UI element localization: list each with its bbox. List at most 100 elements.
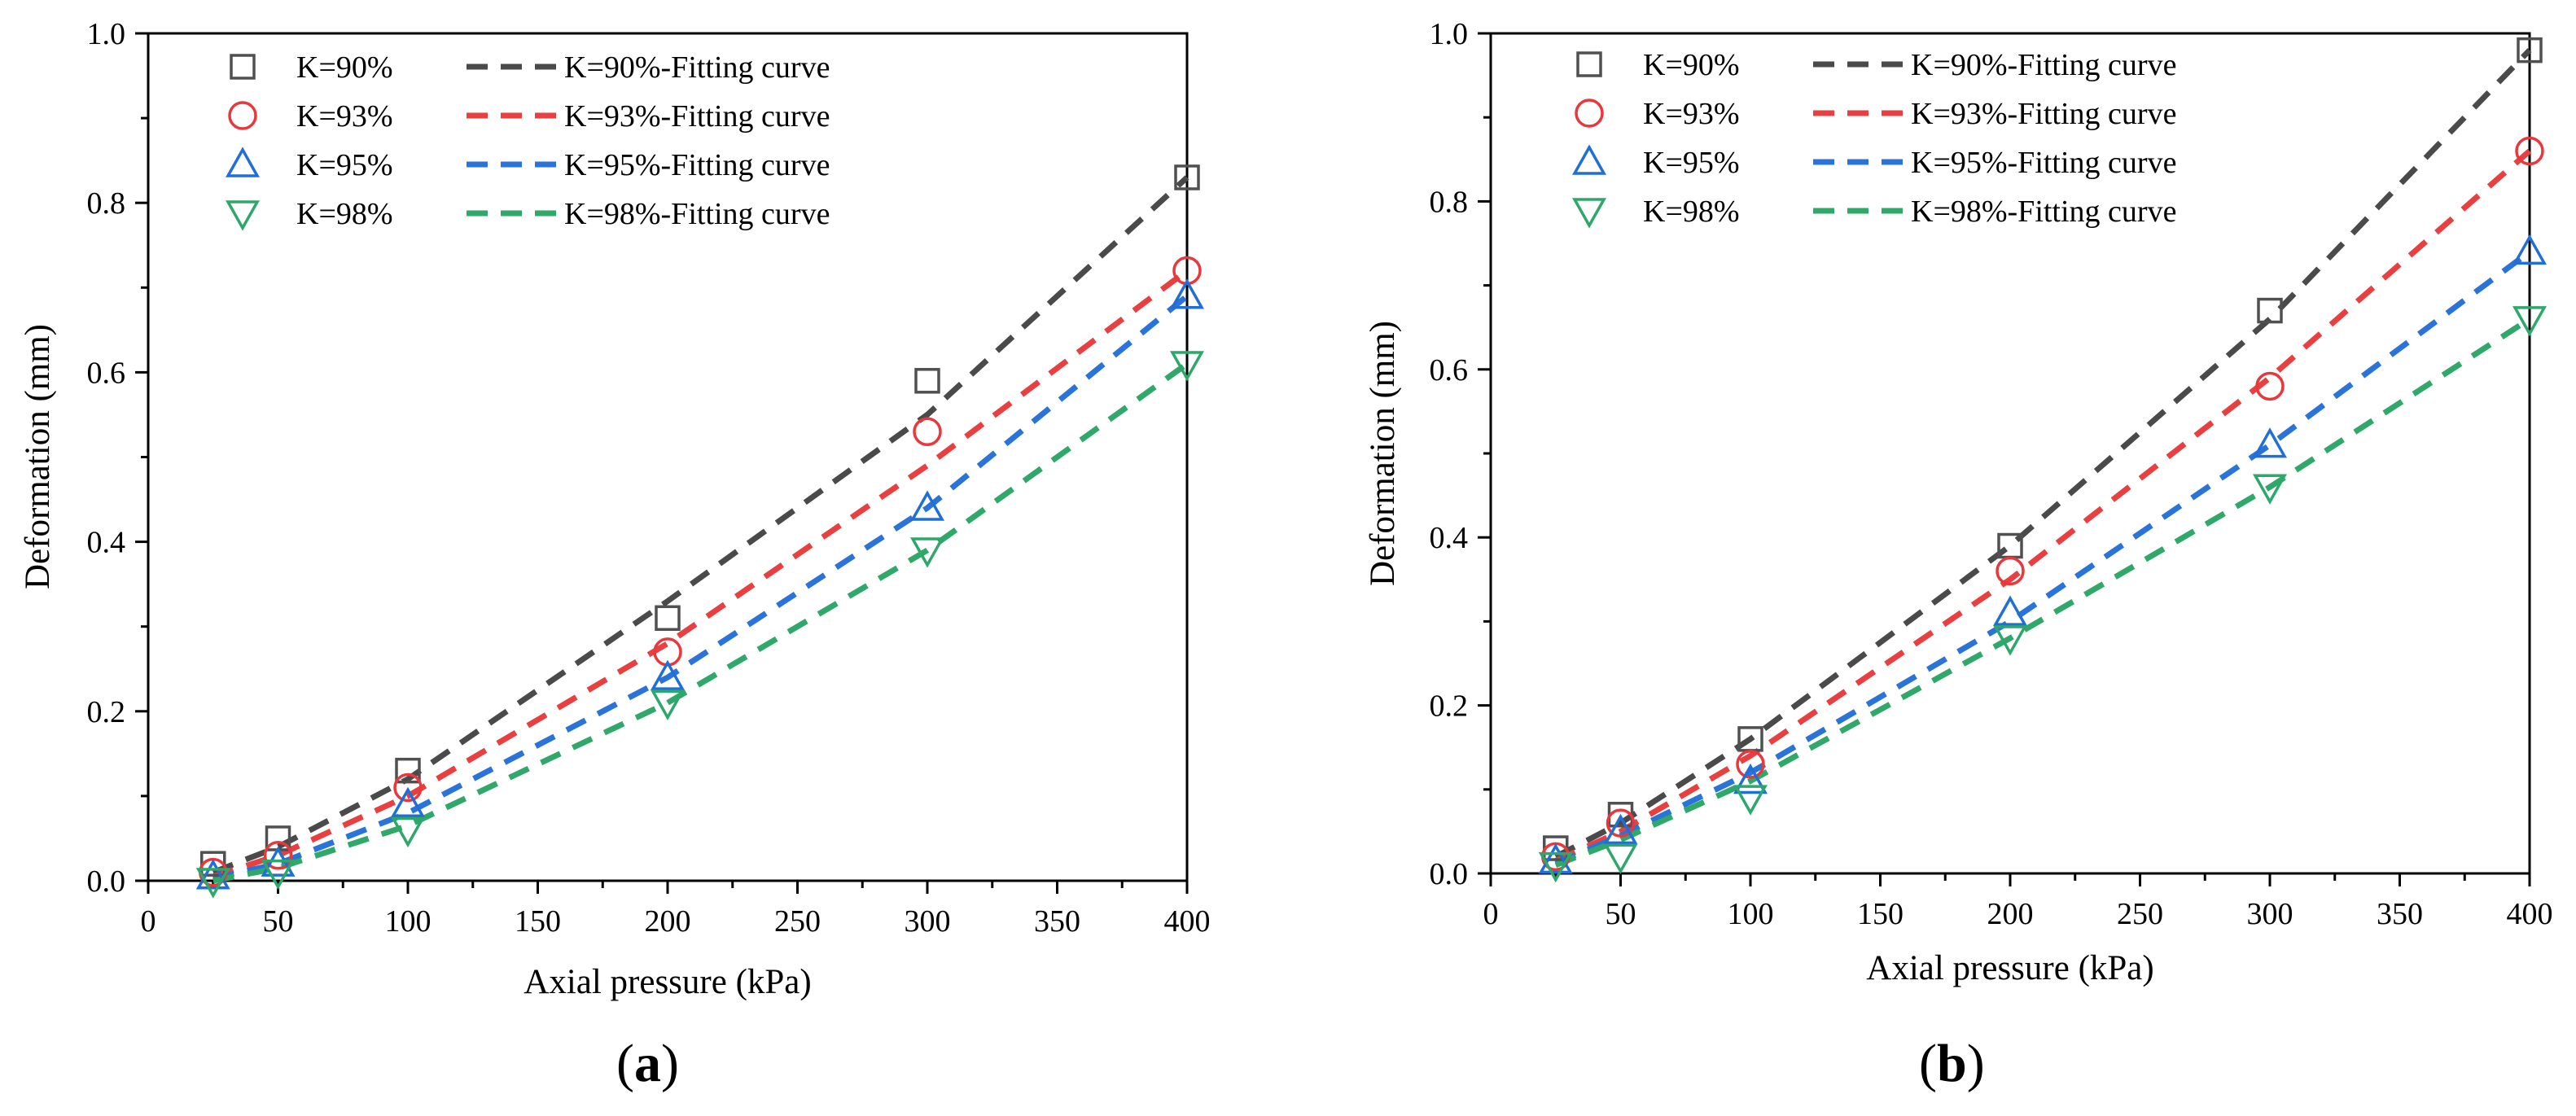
legend-fit-label: K=93%-Fitting curve <box>1911 97 2176 131</box>
data-point-triangle-down <box>261 859 296 891</box>
fitting-curve-K90 <box>212 175 1189 875</box>
x-tick-label: 250 <box>774 904 821 939</box>
x-axis-title: Axial pressure (kPa) <box>1866 949 2153 987</box>
x-tick-label: 300 <box>905 904 951 939</box>
data-point-circle <box>1996 556 2025 586</box>
legend-label: K=98% <box>296 197 393 231</box>
fitting-curve-K90 <box>1554 48 2532 860</box>
panel-label-b: (b) <box>1919 1034 1985 1093</box>
data-point-triangle-up <box>1733 763 1768 794</box>
x-tick-label: 400 <box>2507 897 2553 931</box>
x-tick-label: 100 <box>385 904 432 939</box>
legend-marker-triangle-up <box>1572 144 1606 175</box>
x-tick-label: 400 <box>1164 904 1211 939</box>
data-point-square <box>2257 297 2283 324</box>
data-point-circle <box>2255 371 2285 401</box>
y-axis-title: Deformation (mm) <box>1364 321 1402 586</box>
x-tick-label: 200 <box>645 904 691 939</box>
y-tick-label: 1.0 <box>1430 17 1469 51</box>
legend-fit-label: K=95%-Fitting curve <box>1911 146 2176 180</box>
y-tick-label: 0.0 <box>87 864 126 899</box>
y-tick-label: 0.2 <box>87 695 126 729</box>
data-point-triangle-down <box>391 816 425 848</box>
data-point-triangle-down <box>1733 785 1768 816</box>
data-point-circle <box>393 772 423 803</box>
x-tick-label: 350 <box>2377 897 2423 931</box>
data-point-circle <box>1606 808 1636 838</box>
y-tick-label: 1.0 <box>87 17 126 51</box>
data-point-triangle-down <box>910 537 944 568</box>
legend-label: K=98% <box>1643 195 1740 229</box>
data-point-triangle-up <box>1170 278 1204 309</box>
x-tick-label: 0 <box>1483 897 1499 931</box>
y-tick-label: 0.6 <box>87 356 126 390</box>
legend-fit-label: K=95%-Fitting curve <box>564 148 830 182</box>
x-tick-label: 0 <box>141 904 156 939</box>
x-tick-label: 50 <box>1606 897 1636 931</box>
data-point-square <box>2517 37 2543 63</box>
data-point-triangle-up <box>1993 595 2027 626</box>
data-point-square <box>655 605 681 632</box>
data-point-triangle-down <box>1993 625 2027 656</box>
legend-fit-label: K=90%-Fitting curve <box>564 50 830 85</box>
fitting-curve-K95 <box>1554 249 2532 866</box>
fitting-curve-K98 <box>1554 316 2531 868</box>
y-tick-label: 0.6 <box>1430 353 1469 387</box>
chart-panel-b: 0 50 100 150 200 250 300 350 400 0.0 0.2 0.4 0.6 0.8 1… <box>1364 17 2553 1093</box>
data-point-triangle-up <box>2512 234 2547 265</box>
data-point-triangle-down <box>1603 843 1638 874</box>
data-point-circle <box>1736 750 1765 779</box>
fitting-curve-K98 <box>212 361 1189 884</box>
data-point-triangle-up <box>910 490 944 521</box>
legend-fit-label: K=90%-Fitting curve <box>1911 48 2176 82</box>
legend-marker-circle <box>1575 98 1604 128</box>
x-tick-label: 50 <box>263 904 294 939</box>
x-tick-label: 150 <box>515 904 561 939</box>
legend-marker-triangle-down <box>1572 198 1606 229</box>
data-point-triangle-up <box>2253 427 2287 458</box>
legend-label: K=93% <box>1643 97 1740 131</box>
data-point-triangle-up <box>651 659 685 690</box>
legend-label: K=90% <box>296 50 393 85</box>
data-point-triangle-down <box>1170 351 1204 382</box>
legend-label: K=93% <box>296 99 393 133</box>
legend-marker-square <box>1576 51 1602 77</box>
data-point-triangle-down <box>2512 306 2547 337</box>
legend-label: K=95% <box>1643 146 1740 180</box>
x-tick-label: 200 <box>1987 897 2034 931</box>
y-tick-label: 0.8 <box>1430 185 1469 219</box>
fitting-curve-K95 <box>212 293 1189 882</box>
y-tick-label: 0.4 <box>1430 521 1469 555</box>
y-tick-label: 0.0 <box>1430 857 1469 891</box>
legend-label: K=90% <box>1643 48 1740 82</box>
legend-fit-label: K=93%-Fitting curve <box>564 99 830 133</box>
legend-marker-triangle-up <box>226 147 260 177</box>
fitting-curve-K93 <box>1554 148 2532 864</box>
x-axis-title: Axial pressure (kPa) <box>524 963 811 1001</box>
panel-label-a: (a) <box>616 1034 679 1093</box>
x-tick-label: 100 <box>1728 897 1774 931</box>
y-tick-label: 0.2 <box>1430 689 1469 724</box>
x-tick-label: 150 <box>1857 897 1904 931</box>
y-tick-label: 0.8 <box>87 186 126 221</box>
data-point-triangle-down <box>1538 851 1573 883</box>
data-point-triangle-down <box>651 689 685 720</box>
x-tick-label: 250 <box>2117 897 2163 931</box>
data-point-circle <box>913 417 942 447</box>
data-point-triangle-down <box>195 868 230 899</box>
legend-marker-circle <box>228 101 257 130</box>
data-point-triangle-up <box>391 786 425 818</box>
legend-marker-square <box>230 54 256 80</box>
data-point-triangle-down <box>2253 474 2287 505</box>
legend-label: K=95% <box>296 148 393 182</box>
data-point-triangle-up <box>1538 842 1573 874</box>
legend-fit-label: K=98%-Fitting curve <box>564 197 830 231</box>
data-point-circle <box>2515 136 2544 166</box>
legend-marker-triangle-down <box>226 200 260 231</box>
data-point-square <box>395 757 421 784</box>
fitting-curve-K93 <box>212 268 1189 880</box>
y-axis-title: Deformation (mm) <box>19 324 57 589</box>
y-tick-label: 0.4 <box>87 526 126 560</box>
x-tick-label: 300 <box>2247 897 2293 931</box>
